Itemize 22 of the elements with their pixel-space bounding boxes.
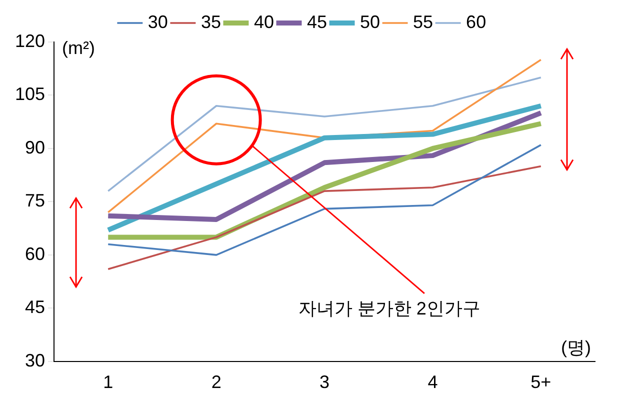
y-tick-label: 30 <box>25 350 46 370</box>
legend-label: 45 <box>306 12 328 32</box>
x-tick-label: 4 <box>428 372 438 392</box>
legend-label: 30 <box>148 12 168 32</box>
x-axis-title: (명) <box>561 337 591 358</box>
x-tick-label: 5+ <box>530 372 552 392</box>
y-tick-label: 60 <box>25 244 46 264</box>
annotation: 자녀가 분가한 2인가구 <box>298 298 480 318</box>
x-tick-label: 2 <box>211 372 222 392</box>
legend-label: 50 <box>360 12 380 32</box>
legend-label: 40 <box>254 12 274 32</box>
y-tick-label: 120 <box>14 30 46 51</box>
y-tick-label: 45 <box>25 297 46 318</box>
x-tick-label: 1 <box>103 372 114 392</box>
y-tick-label: 75 <box>25 190 46 211</box>
y-axis-title: (m²) <box>62 38 96 58</box>
y-tick-label: 90 <box>25 137 46 158</box>
legend-label: 35 <box>200 12 221 32</box>
y-tick-label: 105 <box>14 84 46 104</box>
legend-label: 60 <box>466 12 486 32</box>
legend-label: 55 <box>413 12 434 32</box>
x-tick-label: 3 <box>320 372 330 392</box>
